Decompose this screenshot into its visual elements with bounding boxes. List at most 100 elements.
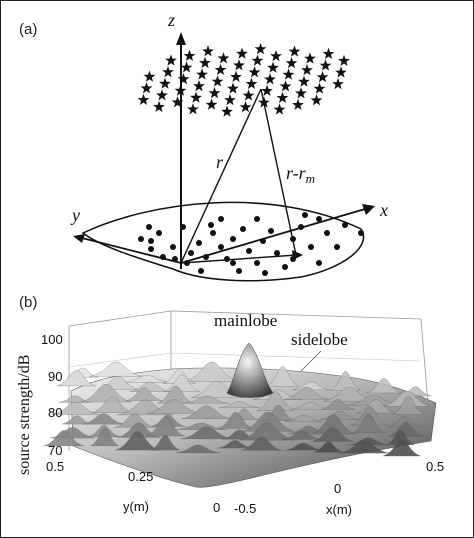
sidelobe-bump-68 [115,431,160,451]
sidelobe-bump-72 [240,436,283,451]
sidelobe-bump-40 [285,414,322,422]
z-axis-arrowhead [176,32,186,45]
star-23 [211,75,224,87]
star-42 [205,98,218,110]
star-31 [171,96,184,108]
star-38 [301,64,313,76]
sidelobe-bump-9 [366,378,402,394]
x-tick-neg-0.5: -0.5 [234,501,256,516]
mic-dot-21 [298,224,304,230]
mic-dot-36 [358,230,364,236]
mic-dot-37 [180,224,186,230]
star-27 [285,57,298,69]
label-r-minus-rm-sub: m [306,171,315,186]
star-3 [143,70,156,82]
sidelobe-bump-66 [43,430,84,446]
star-17 [270,50,282,62]
sidelobe-bump-29 [291,401,330,410]
star-46 [279,80,292,92]
mic-dot-38 [208,222,214,228]
panel-a-label: (a) [19,21,37,38]
sidelobe-bump-73 [284,442,323,451]
star-52 [258,96,270,108]
z-tick-100: 100 [41,332,63,347]
z-tick-90: 90 [48,369,62,384]
star-47 [298,75,310,87]
star-2 [202,45,214,57]
star-39 [319,59,332,71]
star-24 [230,70,242,82]
mainlobe-peak [226,342,274,398]
mic-dot-32 [184,260,190,266]
mic-dot-22 [308,244,314,250]
y-tick-0: 0 [213,500,220,515]
star-55 [313,82,326,94]
sidelobe-bump-34 [91,396,134,413]
star-13 [196,68,208,80]
mic-dot-24 [324,230,330,236]
mainlobe-annotation: mainlobe [214,311,277,330]
star-5 [180,61,193,73]
star-30 [153,100,165,112]
y-axis-label: y [70,205,80,225]
mic-dot-18 [274,250,280,256]
star-54 [295,87,307,99]
z-tick-70: 70 [48,443,62,458]
mic-dot-35 [254,216,260,222]
star-12 [177,73,190,85]
sidelobe-bump-76 [382,439,421,457]
mic-dot-11 [224,256,230,262]
z-axis-title: source strength/dB [16,355,33,475]
sidelobe-bump-33 [51,401,100,415]
mic-dot-40 [230,260,236,266]
mic-dot-27 [302,212,308,218]
sidelobe-bump-7 [292,381,330,391]
mic-dot-14 [246,248,252,254]
star-6 [199,56,211,68]
mic-dot-39 [290,256,296,262]
sidelobe-bump-53 [352,413,385,433]
star-16 [251,54,264,66]
star-59 [310,94,323,106]
star-33 [208,87,221,99]
sidelobe-bump-43 [387,416,421,428]
sidelobe-bump-45 [82,413,125,425]
star-43 [224,94,236,106]
sidelobe-annotation: sidelobe [291,330,348,349]
x-axis-label: x [379,200,388,220]
x-axis-arrowhead [362,204,375,215]
array-outline [81,201,365,282]
star-18 [288,45,301,57]
star-44 [242,89,255,101]
y-axis-arrowhead [73,234,85,243]
mic-dot-19 [282,264,288,270]
star-32 [190,91,202,103]
sidelobe-bump-27 [219,401,259,408]
sidelobe-bump-23 [80,384,132,403]
mic-dot-6 [188,250,194,256]
sidelobe-bump-37 [181,405,232,419]
sidelobe-bump-70 [175,444,221,454]
mic-dot-3 [170,244,176,250]
star-35 [245,77,258,89]
star-0 [165,54,177,66]
star-29 [322,47,335,59]
star-19 [137,93,150,105]
star-36 [264,73,276,85]
z-axis-label: z [167,10,175,30]
star-45 [261,84,273,96]
mic-dot-29 [236,268,242,274]
mic-dot-5 [156,230,162,236]
y-tick-0.25: 0.25 [128,469,153,484]
source-plane-stars [137,43,350,117]
sidelobe-bump-59 [180,426,233,440]
star-56 [332,78,344,90]
star-57 [273,103,286,115]
mic-dot-9 [210,230,216,236]
sidelobe-bump-49 [218,411,254,429]
mic-dot-31 [198,268,204,274]
label-r-minus-rm: r-rm [286,163,315,186]
x-axis-title: x(m) [326,502,352,517]
sidelobe-bump-61 [239,422,295,441]
